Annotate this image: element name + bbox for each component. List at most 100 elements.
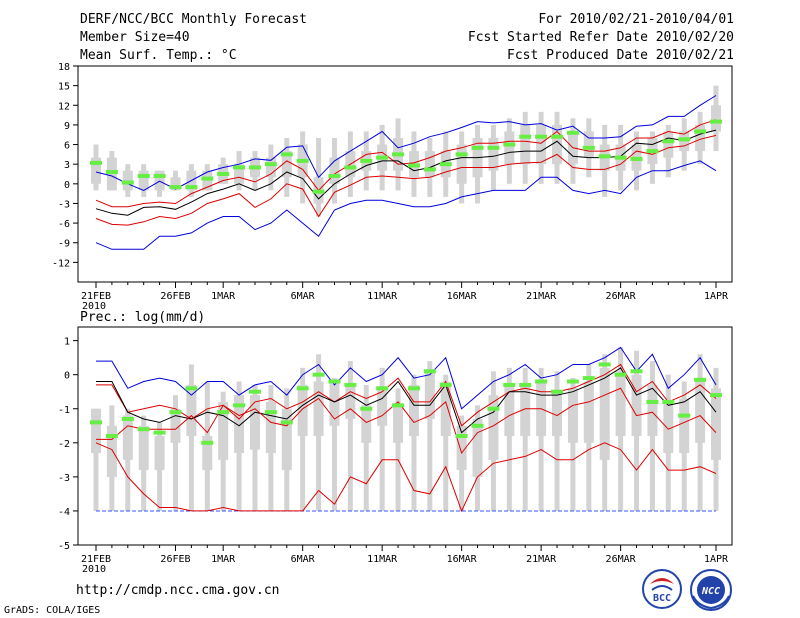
bcc-logo-swirl xyxy=(650,578,674,584)
panel2-box xyxy=(456,425,467,471)
panel2-median-marker xyxy=(662,399,675,404)
panel2-box xyxy=(711,388,721,460)
panel2-whisker xyxy=(570,378,576,511)
panel2-xtick-label: 21MAR xyxy=(526,554,557,565)
panel1-median-marker xyxy=(439,162,452,167)
panel1-series-lower xyxy=(95,134,717,226)
panel2-box xyxy=(345,384,356,419)
panel2-median-marker xyxy=(535,379,548,384)
panel2-median-marker xyxy=(248,389,261,394)
panel2-median-marker xyxy=(392,403,405,408)
panel2-box xyxy=(361,405,372,443)
panel2-xtick-label: 11MAR xyxy=(367,554,398,565)
panel1-xtick-label: 26FEB xyxy=(160,291,190,302)
panel2-ytick-label: -4 xyxy=(58,507,70,518)
panel1-box xyxy=(552,124,563,165)
panel2-median-marker xyxy=(376,386,389,391)
panel1-box xyxy=(663,131,674,158)
panel1-median-marker xyxy=(201,176,214,181)
panel2-series-lower xyxy=(96,387,717,455)
chart-title: DERF/NCC/BCC Monthly Forecast xyxy=(80,12,307,27)
panel2-ytick-label: -1 xyxy=(58,405,70,416)
forecast-period-label: For 2010/02/21-2010/04/01 xyxy=(538,12,734,27)
panel2-ytick-label: -5 xyxy=(58,541,70,552)
panel2-box xyxy=(234,395,245,454)
panel1-ytick-label: 12 xyxy=(58,101,70,112)
panel1-ytick-label: -6 xyxy=(58,219,70,230)
panel1-ytick-label: 0 xyxy=(64,180,70,191)
panel2-box xyxy=(440,381,451,436)
panel1-median-marker xyxy=(694,129,707,134)
panel1-box xyxy=(695,124,706,152)
panel2-box xyxy=(281,408,292,471)
panel2-series-mean xyxy=(96,367,717,434)
panel2-whisker xyxy=(395,388,401,511)
panel1-median-marker xyxy=(376,155,389,160)
panel1-median-marker xyxy=(121,180,134,185)
panel1-ytick-label: 15 xyxy=(58,82,70,93)
bcc-logo-ring xyxy=(642,569,682,609)
panel2-xtick-label: 1MAR xyxy=(211,554,236,565)
panel1-median-marker xyxy=(710,119,722,124)
panel1-median-marker xyxy=(185,185,198,190)
panel2-ytick-label: -2 xyxy=(58,439,70,450)
panel1-median-marker xyxy=(678,137,691,142)
grads-credit: GrADS: COLA/IGES xyxy=(4,605,101,616)
panel2-xtick-label: 26MAR xyxy=(606,554,637,565)
bcc-logo-wave xyxy=(651,585,673,591)
panel2-box xyxy=(504,384,515,436)
panel2-year-label: 2010 xyxy=(82,564,106,575)
panel2-box xyxy=(631,374,642,436)
panel1-median-marker xyxy=(407,163,420,168)
panel2-box xyxy=(552,391,563,436)
panel1-xtick-label: 16MAR xyxy=(447,291,478,302)
panel2-box xyxy=(695,381,706,443)
variable-label: Mean Surf. Temp.: °C xyxy=(80,48,237,63)
panel2-box xyxy=(567,388,578,443)
panel1-median-marker xyxy=(233,165,246,170)
panel1-series-mean xyxy=(95,129,717,216)
panel1-box xyxy=(424,151,435,178)
panel2-whisker xyxy=(172,395,178,511)
panel1-median-marker xyxy=(344,165,357,170)
panel2-ytick-label: -3 xyxy=(58,473,70,484)
panel2-box xyxy=(663,401,674,454)
panel2-median-marker xyxy=(439,382,452,387)
panel2-median-marker xyxy=(201,440,214,445)
panel1-median-marker xyxy=(137,173,150,178)
panel2-median-marker xyxy=(217,410,230,415)
panel2-box xyxy=(249,395,260,450)
panel1-frame xyxy=(77,65,733,283)
panel2-xtick-label: 6MAR xyxy=(291,554,316,565)
panel2-box xyxy=(488,395,499,460)
panel1-box xyxy=(91,157,101,184)
panel2-box xyxy=(615,371,626,436)
panel1-box xyxy=(488,138,499,171)
panel1-median-marker xyxy=(360,158,373,163)
panel2-box xyxy=(218,401,229,460)
panel1-median-marker xyxy=(217,172,230,176)
panel1-median-marker xyxy=(328,173,341,178)
ncc-logo-laurel xyxy=(692,595,730,610)
panel2-median-marker xyxy=(90,420,102,425)
panel1-median-marker xyxy=(535,134,548,139)
panel2-title: Prec.: log(mm/d) xyxy=(80,310,206,325)
panel2-median-marker xyxy=(105,434,118,438)
forecast-produced-label: Fcst Produced Date 2010/02/21 xyxy=(507,48,734,63)
panel2-whisker xyxy=(427,361,433,511)
panel2-median-marker xyxy=(519,382,532,387)
panel2-box xyxy=(138,425,149,471)
panel2-median-marker xyxy=(710,393,722,398)
panel1-median-marker xyxy=(248,165,261,170)
panel2-box xyxy=(472,418,483,477)
panel2-xtick-label: 16MAR xyxy=(447,554,478,565)
panel1-median-marker xyxy=(280,152,293,157)
panel2-median-marker xyxy=(328,379,341,384)
panel2-xtick-label: 21FEB xyxy=(81,554,111,565)
panel1-series-min xyxy=(95,160,717,250)
panel1-median-marker xyxy=(503,142,516,147)
panel2-median-marker xyxy=(185,386,198,391)
panel2-ytick-label: 1 xyxy=(64,337,70,348)
panel2-whisker xyxy=(347,361,353,511)
